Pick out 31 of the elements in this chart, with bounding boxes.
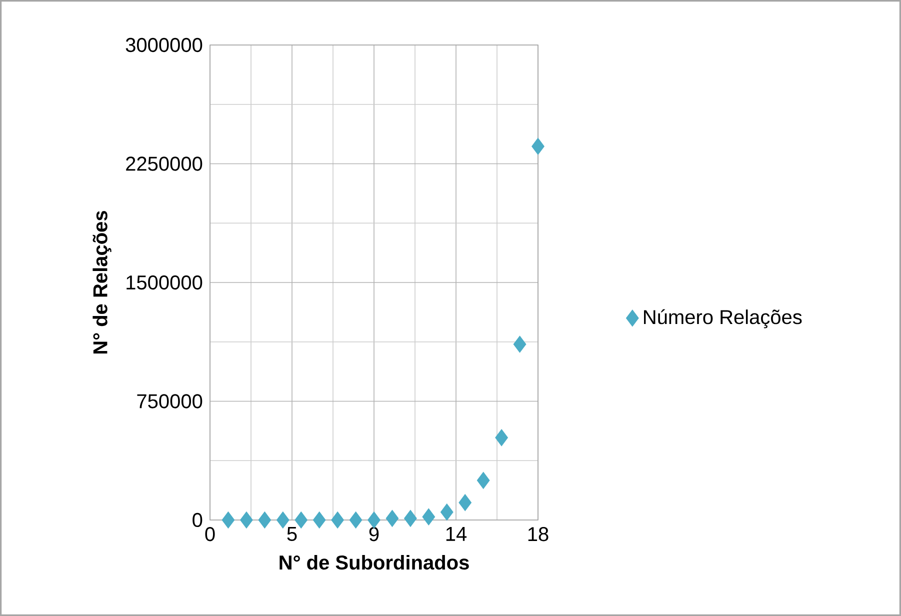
y-tick-label: 2250000: [126, 156, 202, 171]
point: [240, 512, 253, 528]
point: [458, 494, 472, 511]
point: [294, 512, 308, 528]
x-axis-title: N° de Subordinados: [280, 554, 469, 570]
point: [258, 512, 272, 528]
y-tick-label: 750000: [137, 394, 202, 408]
point: [513, 336, 526, 353]
point: [312, 512, 326, 528]
y-tick-label: 0: [192, 512, 202, 528]
point: [532, 138, 544, 155]
point: [386, 510, 399, 527]
point: [222, 512, 235, 528]
point: [349, 512, 362, 528]
y-tick-label: 3000000: [126, 38, 202, 52]
point: [476, 472, 490, 489]
x-tick-label: 9: [369, 527, 379, 542]
point: [368, 512, 380, 528]
point: [276, 512, 290, 528]
legend-label: Número Relações: [644, 309, 802, 328]
point: [440, 504, 454, 520]
x-tick-label: 5: [287, 527, 297, 541]
x-tick-label: 18: [528, 527, 548, 542]
point: [495, 429, 508, 446]
point: [331, 512, 344, 528]
y-tick-label: 1500000: [126, 275, 202, 290]
y-axis-title: N° de Relações: [92, 210, 112, 354]
point: [404, 510, 417, 527]
point: [422, 508, 436, 526]
x-tick-label: 14: [446, 527, 467, 541]
x-tick-label: 0: [205, 527, 215, 542]
